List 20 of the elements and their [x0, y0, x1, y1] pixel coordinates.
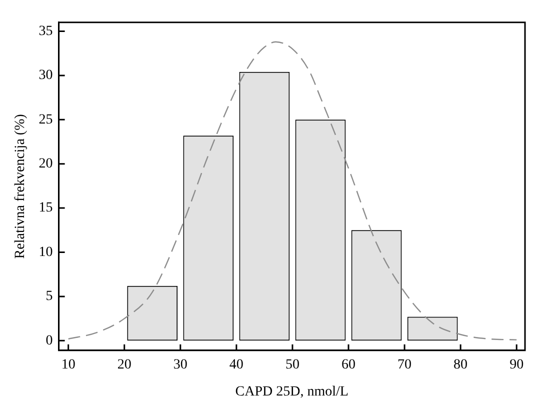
- y-tick-label: 30: [38, 68, 53, 84]
- x-tick-label: 90: [510, 357, 524, 372]
- y-tick-label: 25: [38, 112, 53, 128]
- y-tick-label: 10: [38, 244, 53, 260]
- y-tick-label: 20: [38, 156, 53, 172]
- x-tick-label: 50: [285, 357, 300, 372]
- y-tick-label: 15: [38, 200, 53, 216]
- x-tick-label: 80: [454, 357, 468, 372]
- y-tick-label: 0: [46, 333, 53, 348]
- y-axis-title: Relativna frekvencija (%): [13, 114, 28, 259]
- x-tick-label: 10: [61, 357, 76, 372]
- x-tick-label: 30: [173, 357, 188, 372]
- x-axis-title: CAPD 25D, nmol/L: [235, 384, 348, 400]
- x-tick-label: 60: [341, 357, 356, 372]
- x-tick-label: 40: [229, 357, 244, 372]
- line-series: [68, 41, 518, 340]
- y-tick-label: 5: [46, 289, 53, 304]
- x-tick-label: 70: [398, 357, 412, 372]
- x-tick-label: 20: [117, 357, 132, 372]
- y-tick-label: 35: [38, 24, 53, 39]
